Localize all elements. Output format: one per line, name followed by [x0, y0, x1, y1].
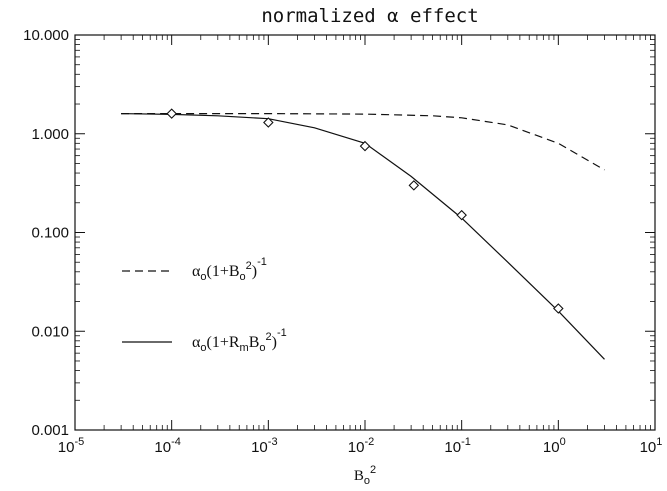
- plot-area: [74, 34, 656, 431]
- x-tick-label: 100: [543, 436, 566, 456]
- legend: αo(1+Bo2)-1 αo(1+RmBo2)-1: [122, 256, 287, 354]
- x-tick-label: 10-2: [348, 436, 374, 456]
- data-point-diamond: [166, 108, 177, 119]
- plot-frame: [74, 34, 656, 431]
- series-line-dashed: [121, 112, 605, 171]
- x-tick-label: 10-4: [154, 436, 180, 456]
- data-point-diamond: [553, 303, 564, 314]
- x-axis-label-text: Bo2: [354, 464, 376, 486]
- data-point-diamond: [359, 140, 371, 152]
- data-point-diamond: [456, 209, 467, 221]
- data-point-diamond: [408, 180, 420, 191]
- legend-label: αo(1+RmBo2)-1: [192, 327, 287, 354]
- data-point-diamond: [263, 117, 274, 128]
- legend-label: αo(1+Bo2)-1: [192, 256, 267, 283]
- x-tick-label: 101: [640, 436, 663, 456]
- series-line-solid: [121, 113, 605, 360]
- axis-ticks: 0.001 0.010 0.100 1.000 10.000 10-5 10-4 10-3 10…: [23, 27, 662, 456]
- y-tick-label: 0.010: [31, 323, 69, 340]
- x-tick-label: 10-5: [58, 436, 84, 456]
- y-tick-label: 1.000: [31, 126, 69, 143]
- y-tick-label: 0.100: [31, 225, 69, 242]
- x-tick-label: 10-1: [444, 436, 470, 456]
- x-tick-label: 10-3: [251, 436, 277, 456]
- y-tick-label: 10.000: [23, 27, 69, 44]
- chart-title: normalized α effect: [261, 5, 478, 27]
- x-axis-label: Bo2: [354, 464, 376, 487]
- y-tick-label: 0.001: [31, 422, 69, 439]
